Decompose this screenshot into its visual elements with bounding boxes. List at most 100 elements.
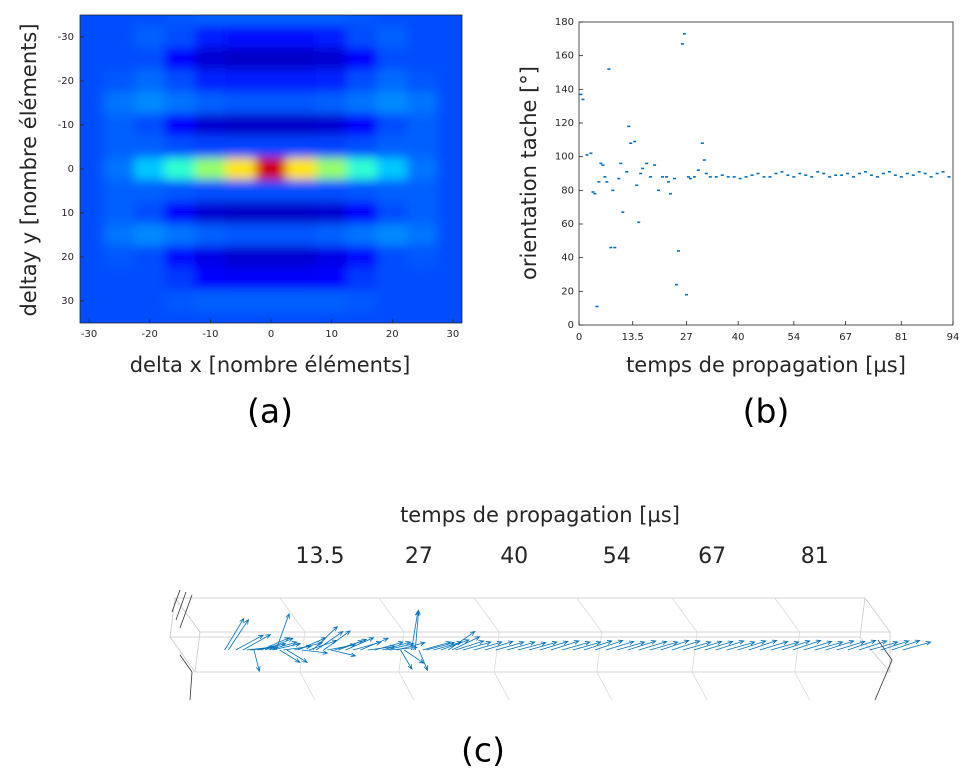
arrow — [682, 641, 712, 651]
heatmap-cell — [437, 157, 462, 181]
heatmap-cell — [316, 289, 348, 313]
x-tick-label: 13.5 — [622, 332, 644, 343]
heatmap-cell — [225, 91, 257, 115]
panel-label: (b) — [743, 392, 790, 431]
y-tick-label: 180 — [555, 17, 574, 28]
heatmap-cell — [255, 47, 287, 71]
heatmap-cell — [225, 15, 257, 27]
arrow — [268, 641, 298, 651]
heatmap-cell — [316, 135, 348, 159]
heatmap-cell — [255, 201, 287, 225]
heatmap-cell — [225, 201, 257, 225]
heatmap-cell — [255, 245, 287, 269]
arrow — [748, 639, 778, 651]
arrow — [649, 641, 679, 651]
heatmap-cell — [194, 311, 226, 323]
point — [613, 246, 617, 249]
arrow — [396, 641, 426, 651]
arrow — [294, 641, 324, 651]
heatmap-cell — [225, 179, 257, 203]
x-tick-label: 10 — [325, 329, 338, 340]
heatmap-cell — [346, 179, 378, 203]
arrow — [891, 639, 921, 651]
heatmap-cell — [164, 267, 196, 291]
heatmap-cell — [437, 47, 462, 71]
heatmap-cell — [376, 201, 408, 225]
point — [720, 174, 724, 176]
heatmap-cell — [346, 15, 378, 27]
heatmap-cell — [164, 179, 196, 203]
heatmap-cell — [285, 289, 317, 313]
point — [881, 172, 885, 175]
heatmap-cell — [164, 201, 196, 225]
point — [680, 43, 684, 45]
heatmap-cell — [346, 289, 378, 313]
heatmap-cell — [316, 25, 348, 49]
heatmap-cell — [194, 245, 226, 269]
heatmap-cell — [437, 201, 462, 225]
arrow — [484, 640, 514, 651]
heatmap-cell — [255, 25, 287, 49]
heatmap-cell — [134, 311, 166, 323]
heatmap-cell — [164, 47, 196, 71]
arrow — [272, 642, 302, 651]
arrow — [759, 640, 789, 651]
heatmap-cell — [376, 69, 408, 93]
y-tick-label: 10 — [61, 208, 74, 219]
arrow — [418, 649, 428, 672]
arrow — [561, 641, 591, 651]
arrow — [224, 617, 245, 651]
point — [639, 172, 643, 175]
heatmap-cell — [316, 91, 348, 115]
arrow — [345, 637, 375, 651]
x-tick-label: 0 — [576, 332, 582, 343]
heatmap-cell — [134, 245, 166, 269]
heatmap-cell — [164, 311, 196, 323]
heatmap-cell — [194, 47, 226, 71]
point — [714, 176, 718, 178]
arrow — [847, 639, 877, 651]
heatmap-cell — [437, 135, 462, 159]
heatmap-cell — [407, 47, 439, 71]
arrow — [447, 630, 476, 651]
panel-label: (a) — [247, 392, 293, 431]
arrow — [704, 640, 734, 651]
point — [682, 32, 686, 35]
heatmap-cell — [437, 113, 462, 137]
heatmap-cell — [376, 157, 408, 181]
point — [858, 172, 861, 175]
heatmap-cell — [134, 25, 166, 49]
heatmap-cell — [407, 245, 439, 269]
point — [667, 181, 671, 183]
arrow — [360, 637, 390, 651]
arrow — [792, 639, 822, 651]
point — [589, 152, 593, 155]
arrow — [433, 641, 463, 651]
point — [676, 250, 680, 252]
grid-line — [473, 597, 510, 701]
arrow — [374, 641, 404, 651]
heatmap-cell — [407, 69, 439, 93]
heatmap-cell — [437, 15, 462, 27]
point — [603, 176, 607, 178]
heatmap-cell — [376, 223, 408, 247]
y-tick-label: 30 — [61, 296, 74, 307]
point — [593, 192, 597, 195]
point — [653, 164, 657, 166]
heatmap-cell — [407, 91, 439, 115]
arrow — [858, 640, 888, 651]
heatmap-cell — [376, 47, 408, 71]
heatmap-cell — [285, 69, 317, 93]
heatmap-cell — [407, 25, 439, 49]
point — [929, 176, 933, 178]
heatmap-cell — [164, 223, 196, 247]
arrow — [594, 639, 624, 651]
heatmap-cell — [134, 223, 166, 247]
point — [627, 125, 631, 128]
point — [665, 176, 669, 178]
3d-box — [169, 589, 893, 701]
heatmap-cell — [80, 201, 105, 225]
point — [816, 171, 820, 173]
heatmap-cell — [285, 245, 317, 269]
heatmap-cell — [134, 267, 166, 291]
